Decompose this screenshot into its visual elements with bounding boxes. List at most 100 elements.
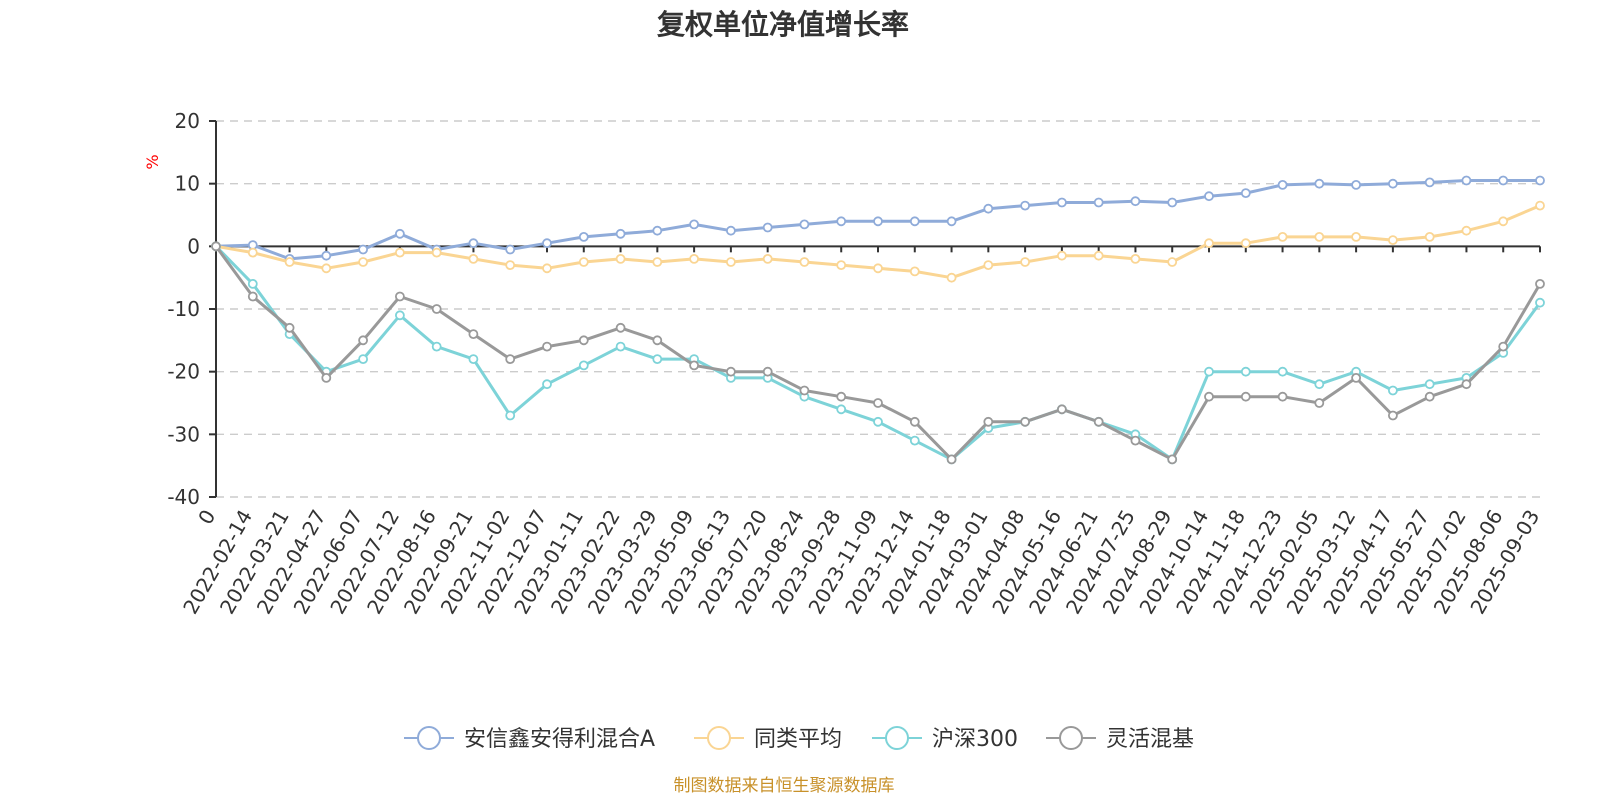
data-point[interactable]	[652, 225, 663, 236]
data-point[interactable]	[1498, 175, 1509, 186]
data-point[interactable]	[726, 225, 736, 236]
data-point[interactable]	[1020, 416, 1030, 427]
data-point[interactable]	[505, 354, 516, 365]
data-point[interactable]	[762, 253, 773, 264]
data-point[interactable]	[1130, 435, 1141, 446]
data-point[interactable]	[1314, 231, 1325, 242]
data-point[interactable]	[799, 257, 810, 267]
data-point[interactable]	[909, 416, 920, 427]
data-point[interactable]	[542, 341, 552, 352]
data-point[interactable]	[505, 244, 516, 255]
data-point[interactable]	[358, 244, 369, 255]
data-point[interactable]	[909, 435, 920, 446]
data-point[interactable]	[431, 341, 442, 352]
data-point[interactable]	[1388, 235, 1398, 246]
data-point[interactable]	[542, 379, 552, 390]
data-point[interactable]	[1535, 278, 1545, 289]
data-point[interactable]	[247, 278, 258, 289]
legend-item[interactable]: 灵活混基	[1046, 726, 1194, 752]
data-point[interactable]	[1204, 191, 1214, 202]
data-point[interactable]	[1461, 175, 1472, 186]
data-point[interactable]	[1240, 238, 1251, 249]
data-point[interactable]	[1424, 177, 1435, 188]
data-point[interactable]	[1167, 454, 1178, 465]
data-point[interactable]	[1204, 238, 1214, 249]
data-point[interactable]	[799, 219, 810, 230]
data-point[interactable]	[1314, 398, 1325, 408]
data-point[interactable]	[578, 360, 589, 371]
data-point[interactable]	[615, 253, 626, 264]
data-point[interactable]	[468, 354, 479, 365]
data-point[interactable]	[836, 216, 847, 227]
data-point[interactable]	[762, 222, 773, 233]
data-point[interactable]	[1314, 178, 1325, 189]
data-point[interactable]	[652, 257, 663, 267]
data-point[interactable]	[394, 228, 405, 239]
data-point[interactable]	[1351, 372, 1361, 383]
data-point[interactable]	[946, 216, 957, 227]
data-point[interactable]	[431, 247, 442, 258]
data-point[interactable]	[1461, 379, 1472, 390]
data-point[interactable]	[468, 253, 479, 264]
data-point[interactable]	[1388, 410, 1398, 421]
data-point[interactable]	[1167, 257, 1178, 267]
data-point[interactable]	[284, 322, 295, 333]
data-point[interactable]	[321, 263, 332, 274]
data-point[interactable]	[689, 219, 699, 230]
legend[interactable]: 安信鑫安得利混合A 同类平均 沪深300 灵活混基	[404, 726, 1194, 752]
data-point[interactable]	[578, 335, 589, 346]
data-point[interactable]	[1130, 196, 1141, 207]
data-point[interactable]	[946, 272, 957, 283]
data-point[interactable]	[394, 310, 405, 321]
data-point[interactable]	[1388, 178, 1398, 189]
data-point[interactable]	[836, 260, 847, 271]
data-point[interactable]	[468, 238, 479, 249]
data-point[interactable]	[505, 410, 516, 421]
data-point[interactable]	[1057, 250, 1067, 261]
data-point[interactable]	[762, 366, 773, 377]
data-point[interactable]	[394, 247, 405, 258]
data-point[interactable]	[1351, 231, 1361, 242]
data-point[interactable]	[873, 398, 883, 408]
data-point[interactable]	[836, 391, 847, 402]
data-point[interactable]	[909, 266, 920, 277]
data-point[interactable]	[578, 257, 589, 267]
data-point[interactable]	[909, 216, 920, 227]
data-point[interactable]	[1204, 391, 1214, 402]
data-point[interactable]	[1093, 197, 1104, 208]
data-point[interactable]	[1277, 231, 1288, 242]
data-point[interactable]	[358, 257, 369, 267]
legend-item[interactable]: 沪深300	[872, 726, 1018, 752]
data-point[interactable]	[1277, 366, 1288, 377]
legend-item[interactable]: 同类平均	[694, 726, 842, 752]
data-point[interactable]	[1130, 253, 1141, 264]
data-point[interactable]	[873, 216, 883, 227]
data-point[interactable]	[394, 291, 405, 302]
data-point[interactable]	[1424, 231, 1435, 242]
data-point[interactable]	[726, 366, 736, 377]
data-point[interactable]	[946, 454, 957, 465]
data-point[interactable]	[799, 385, 810, 396]
data-point[interactable]	[615, 322, 626, 333]
data-point[interactable]	[1351, 179, 1361, 190]
data-point[interactable]	[211, 241, 221, 252]
data-point[interactable]	[1535, 297, 1545, 308]
data-point[interactable]	[1020, 257, 1030, 267]
data-point[interactable]	[542, 238, 552, 249]
data-point[interactable]	[321, 372, 332, 383]
data-point[interactable]	[247, 247, 258, 258]
data-point[interactable]	[615, 341, 626, 352]
data-point[interactable]	[1277, 179, 1288, 190]
data-point[interactable]	[1461, 225, 1472, 236]
data-point[interactable]	[431, 304, 442, 314]
data-point[interactable]	[726, 257, 736, 267]
data-point[interactable]	[284, 257, 295, 267]
data-point[interactable]	[1240, 188, 1251, 199]
data-point[interactable]	[1535, 200, 1545, 211]
data-point[interactable]	[983, 416, 994, 427]
data-point[interactable]	[1535, 175, 1545, 186]
data-point[interactable]	[652, 335, 663, 346]
data-point[interactable]	[1277, 391, 1288, 402]
data-point[interactable]	[1020, 200, 1030, 211]
data-point[interactable]	[321, 250, 332, 261]
